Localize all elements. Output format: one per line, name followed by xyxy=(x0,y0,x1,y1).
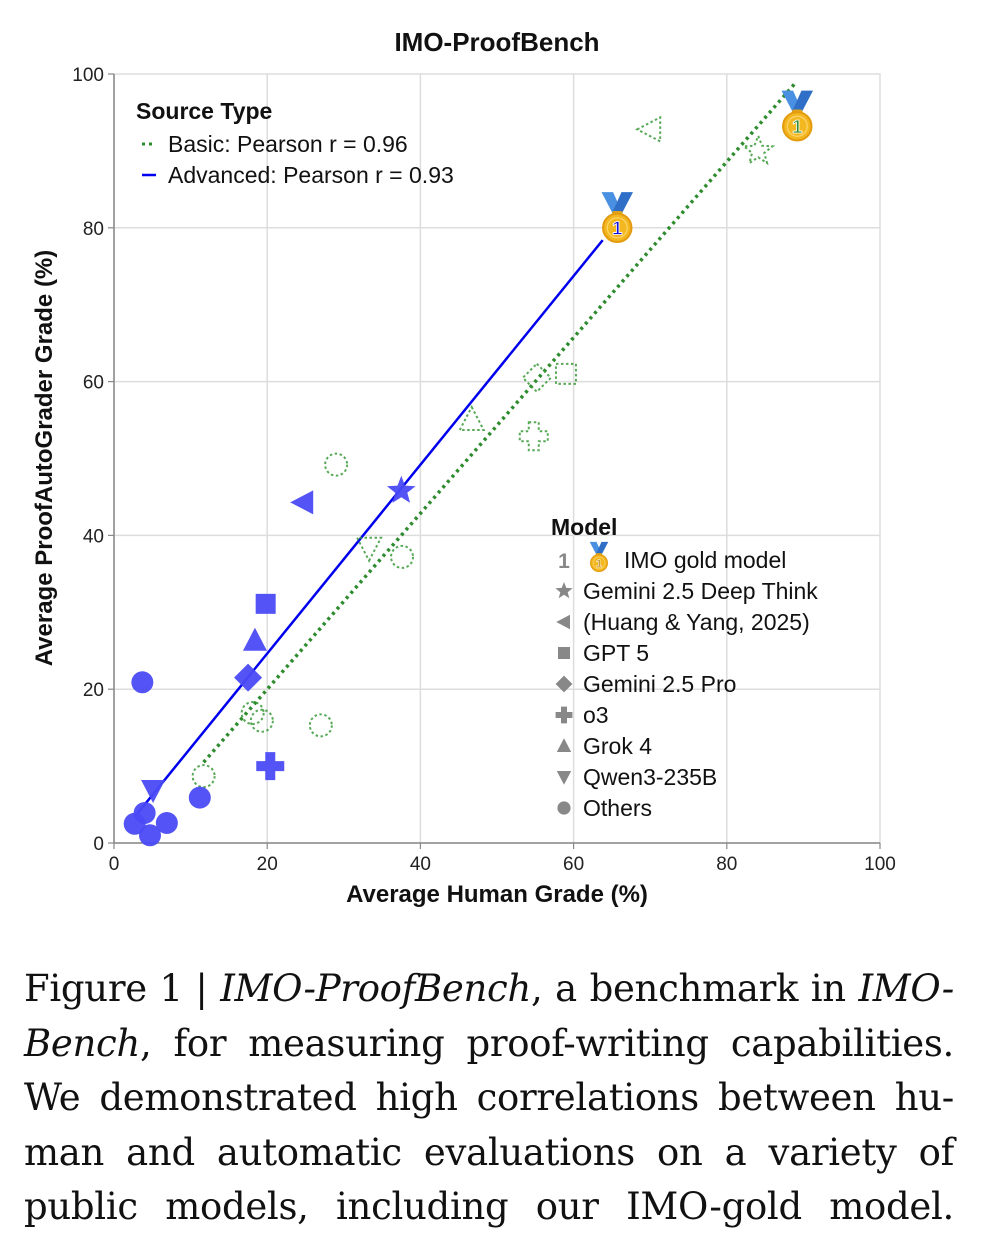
caption-line: Bench, for measuring proof-writing capab… xyxy=(24,1017,954,1072)
legend-model-prefix: 1 xyxy=(558,550,570,573)
caption-text: public models, including our IMO-gold mo… xyxy=(24,1185,954,1228)
point-advanced-triangle-up xyxy=(242,627,267,651)
caption-text: We demonstrated high correlations betwee… xyxy=(24,1076,954,1119)
legend-model-label: IMO gold model xyxy=(624,547,786,573)
legend-source-label-advanced: Advanced: Pearson r = 0.93 xyxy=(168,162,454,188)
caption-text: , for measuring proof-writing capabiliti… xyxy=(139,1021,954,1065)
point-basic-star xyxy=(741,133,776,166)
point-basic-circle xyxy=(191,764,216,789)
medal-ribbon-right xyxy=(595,541,609,557)
caption-line: We demonstrated high correlations betwee… xyxy=(24,1071,954,1126)
y-axis-label: Average ProofAutoGrader Grade (%) xyxy=(31,250,58,667)
y-tick-label: 0 xyxy=(93,834,104,855)
x-tick-label: 60 xyxy=(563,854,584,875)
medal-inner-ring xyxy=(786,115,808,137)
legend-model-star-icon xyxy=(555,582,573,599)
point-advanced-triangle-left xyxy=(290,490,314,515)
point-advanced-circle xyxy=(133,802,156,825)
x-tick-label: 40 xyxy=(410,854,431,875)
point-advanced-plus xyxy=(256,752,285,781)
x-tick-label: 20 xyxy=(257,854,278,875)
caption-text: , a benchmark in xyxy=(531,967,859,1010)
legend-model-title: Model xyxy=(551,514,617,540)
medal-inner-ring xyxy=(606,217,628,239)
legend-source-title: Source Type xyxy=(136,98,272,124)
point-basic-plus xyxy=(518,421,549,452)
caption-italic-text: Bench xyxy=(24,1021,140,1065)
medal-digit: 1 xyxy=(596,558,602,570)
legend-model-label: Gemini 2.5 Pro xyxy=(583,671,736,697)
legend-model-plus-icon xyxy=(555,706,573,724)
point-advanced-circle xyxy=(188,786,211,809)
plot-frame xyxy=(113,73,881,844)
legend-model-label: Others xyxy=(583,795,652,821)
point-advanced-circle xyxy=(139,824,162,847)
x-axis-label: Average Human Grade (%) xyxy=(346,881,648,908)
x-tick-label: 100 xyxy=(864,854,896,875)
point-advanced-square xyxy=(255,593,276,614)
legend-model-label: o3 xyxy=(583,702,609,728)
chart-title: IMO-ProofBench xyxy=(394,27,599,57)
legend-model-label: (Huang & Yang, 2025) xyxy=(583,609,810,635)
point-advanced-circle xyxy=(131,671,154,694)
point-basic-diamond xyxy=(521,362,553,394)
point-basic-square xyxy=(554,362,577,385)
point-advanced-circle xyxy=(155,812,178,835)
point-basic-circle xyxy=(240,701,265,726)
scatter-chart: IMO-ProofBench 0 20 40 60 80 100020406080100 … xyxy=(31,27,896,908)
caption-italic-text: IMO- xyxy=(858,967,954,1010)
legend-model-square-icon xyxy=(558,647,570,659)
legend-model-medal-icon: 1 xyxy=(589,541,609,572)
point-advanced-diamond xyxy=(234,663,263,692)
medal-digit: 1 xyxy=(612,219,623,240)
point-basic-triangle-left xyxy=(635,115,662,144)
point-basic-triangle-down xyxy=(355,536,383,563)
point-advanced-medal: 1 xyxy=(601,192,634,244)
axes: 0 20 40 60 80 100 0 20 40 60 80 100 xyxy=(72,65,896,875)
y-tick-label: 20 xyxy=(83,680,104,701)
x-tick-label: 0 xyxy=(109,854,120,875)
figure-caption: Figure 1 | IMO-ProofBench, a benchmark i… xyxy=(24,962,954,1235)
legend-source-type: Source Type Basic: Pearson r = 0.96 Advanc… xyxy=(136,98,454,188)
point-basic-medal: 1 xyxy=(781,90,814,142)
legend-source-label-basic: Basic: Pearson r = 0.96 xyxy=(168,131,408,157)
legend-model-triangle-up-icon xyxy=(556,738,572,752)
point-advanced-star xyxy=(387,475,416,503)
legend-model-diamond-icon xyxy=(555,675,573,693)
medal-digit: 1 xyxy=(792,117,803,138)
legend-model-triangle-down-icon xyxy=(556,771,572,785)
y-tick-label: 40 xyxy=(83,526,104,547)
point-advanced-triangle-down xyxy=(141,779,166,803)
caption-text: Figure 1 | xyxy=(24,967,221,1010)
data-points: 11 xyxy=(123,90,814,847)
legend-model-label: Qwen3-235B xyxy=(583,764,717,790)
medal-inner-ring xyxy=(592,556,606,570)
point-basic-circle xyxy=(249,708,274,733)
fit-lines xyxy=(133,80,798,818)
point-basic-circle xyxy=(324,452,349,477)
caption-line: public models, including our IMO-gold mo… xyxy=(24,1180,954,1235)
legend-model-label: Gemini 2.5 Deep Think xyxy=(583,578,818,604)
medal-ribbon-right xyxy=(612,192,634,217)
medal-ribbon-right xyxy=(792,90,814,115)
fit-line-advanced xyxy=(133,239,604,818)
y-tick-label: 100 xyxy=(72,65,104,86)
caption-italic-text: IMO-ProofBench xyxy=(220,967,532,1010)
point-basic-circle xyxy=(390,544,415,569)
caption-line: Figure 1 | IMO-ProofBench, a benchmark i… xyxy=(24,962,954,1017)
caption-text: man and automatic evaluations on a varie… xyxy=(24,1130,954,1174)
legend-model-label: Grok 4 xyxy=(583,733,652,759)
y-tick-label: 80 xyxy=(83,219,104,240)
x-tick-label: 80 xyxy=(716,854,737,875)
point-basic-circle xyxy=(308,713,333,738)
legend-model: Model 1 1 IMO gold model Gemini 2.5 Deep Thi… xyxy=(551,514,818,821)
legend-model-circle-icon xyxy=(557,801,571,815)
y-tick-label: 60 xyxy=(83,373,104,394)
caption-line: man and automatic evaluations on a varie… xyxy=(24,1126,954,1181)
legend-model-triangle-left-icon xyxy=(556,614,570,630)
grid xyxy=(113,73,881,844)
legend-model-label: GPT 5 xyxy=(583,640,649,666)
